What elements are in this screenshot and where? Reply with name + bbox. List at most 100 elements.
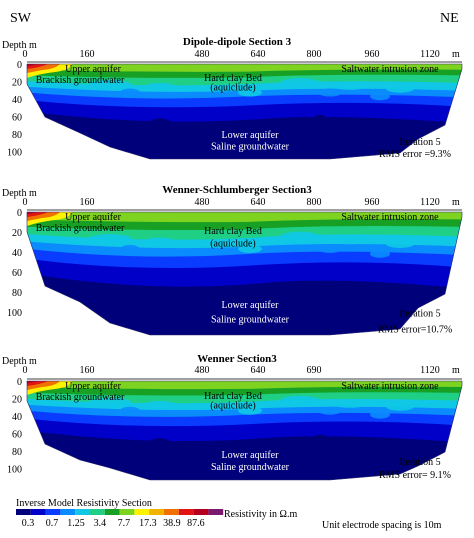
legend-swatch [164, 509, 179, 515]
y-tick-label: 20 [12, 78, 22, 89]
x-tick-label: 800 [307, 197, 322, 208]
legend-swatch [134, 509, 150, 515]
y-tick-label: 100 [7, 308, 22, 319]
legend-swatch [30, 509, 46, 515]
label-saline-groundwater: Saline groundwater [211, 315, 290, 326]
depth-axis-label: Depth m [2, 356, 37, 367]
legend-value: 3.4 [94, 518, 107, 529]
legend-swatch [104, 509, 120, 515]
label-aquiclude: (aquiclude) [210, 83, 256, 94]
legend-value: 87.6 [187, 518, 205, 529]
x-tick-label: 1120 [420, 365, 440, 376]
x-tick-label: 690 [307, 365, 322, 376]
y-tick-label: 100 [7, 465, 22, 476]
y-tick-label: 80 [12, 130, 22, 141]
iteration-label: Iteration 5 [399, 457, 440, 468]
rms-error-label: RMS error=10.7% [378, 325, 453, 336]
label-saline-groundwater: Saline groundwater [211, 142, 290, 153]
y-tick-label: 80 [12, 288, 22, 299]
label-hard-clay-bed: Hard clay Bed [204, 391, 262, 402]
y-tick-label: 20 [12, 395, 22, 406]
x-tick-label: 640 [251, 197, 266, 208]
legend-swatch [16, 509, 31, 515]
resistivity-model [27, 381, 462, 480]
x-tick-label: 1120 [420, 197, 440, 208]
y-tick-label: 0 [17, 377, 22, 388]
legend-value: 7.7 [118, 518, 131, 529]
legend-value: 38.9 [163, 518, 181, 529]
iteration-label: Iteration 5 [399, 137, 440, 148]
legend-swatch [178, 509, 194, 515]
legend-value: 0.7 [46, 518, 59, 529]
x-tick-label: 0 [23, 365, 28, 376]
legend-value: 0.3 [22, 518, 35, 529]
dipole-dipole-section: Dipole-dipole Section 3 Depth m m 0 160 480 64… [2, 36, 463, 160]
section-outline [26, 63, 463, 160]
label-brackish-groundwater: Brackish groundwater [36, 75, 125, 86]
label-upper-aquifer: Upper aquifer [65, 381, 121, 392]
x-tick-label: 0 [23, 49, 28, 60]
x-tick-label: 480 [195, 49, 210, 60]
legend-value: 1.25 [67, 518, 85, 529]
y-tick-label: 60 [12, 430, 22, 441]
orientation-ne-label: NE [440, 11, 459, 26]
x-tick-label: 1120 [420, 49, 440, 60]
label-hard-clay-bed: Hard clay Bed [204, 226, 262, 237]
rms-error-label: RMS error =9.3% [379, 149, 451, 160]
x-axis-unit: m [452, 49, 460, 60]
legend-swatch [119, 509, 135, 515]
x-tick-label: 640 [251, 365, 266, 376]
y-tick-label: 100 [7, 148, 22, 159]
label-saltwater-intrusion-zone: Saltwater intrusion zone [341, 212, 439, 223]
depth-axis-label: Depth m [2, 188, 37, 199]
x-tick-label: 480 [195, 365, 210, 376]
label-brackish-groundwater: Brackish groundwater [36, 392, 125, 403]
wenner-section: Wenner Section3 Depth m m 0 160 480 640 690 1120… [2, 353, 463, 481]
label-saline-groundwater: Saline groundwater [211, 462, 290, 473]
y-tick-label: 40 [12, 95, 22, 106]
legend-value: 17.3 [139, 518, 157, 529]
label-lower-aquifer: Lower aquifer [222, 450, 280, 461]
depth-axis-label: Depth m [2, 40, 37, 51]
x-tick-label: 0 [23, 197, 28, 208]
y-tick-label: 0 [17, 208, 22, 219]
y-tick-label: 40 [12, 412, 22, 423]
iteration-label: Iteration 5 [399, 309, 440, 320]
legend-swatch [90, 509, 105, 515]
y-tick-label: 60 [12, 113, 22, 124]
x-tick-label: 960 [365, 197, 380, 208]
legend-swatch [60, 509, 76, 515]
label-hard-clay-bed: Hard clay Bed [204, 73, 262, 84]
y-tick-label: 20 [12, 228, 22, 239]
y-tick-label: 80 [12, 447, 22, 458]
legend-title: Inverse Model Resistivity Section [16, 498, 152, 509]
section-title: Dipole-dipole Section 3 [183, 36, 292, 48]
x-tick-label: 160 [80, 49, 95, 60]
legend-swatch [208, 509, 224, 515]
legend-unit-label: Resistivity in Ω.m [224, 509, 297, 520]
resistivity-model [27, 212, 462, 335]
y-tick-label: 40 [12, 248, 22, 259]
rms-error-label: RMS error= 9.1% [379, 470, 451, 481]
resistivity-legend: Inverse Model Resistivity Section 0.3 0.7… [16, 498, 442, 531]
label-lower-aquifer: Lower aquifer [222, 300, 280, 311]
electrode-spacing-note: Unit electrode spacing is 10m [322, 520, 442, 531]
label-saltwater-intrusion-zone: Saltwater intrusion zone [341, 381, 439, 392]
label-upper-aquifer: Upper aquifer [65, 64, 121, 75]
legend-swatch [45, 509, 61, 515]
x-tick-label: 160 [80, 365, 95, 376]
orientation-sw-label: SW [10, 11, 32, 26]
x-tick-label: 480 [195, 197, 210, 208]
y-tick-label: 60 [12, 268, 22, 279]
x-axis-unit: m [452, 365, 460, 376]
label-brackish-groundwater: Brackish groundwater [36, 223, 125, 234]
x-tick-label: 800 [307, 49, 322, 60]
label-aquiclude: (aquiclude) [210, 238, 256, 249]
legend-swatch [193, 509, 209, 515]
y-tick-label: 0 [17, 60, 22, 71]
label-lower-aquifer: Lower aquifer [222, 130, 280, 141]
section-title: Wenner-Schlumberger Section3 [162, 184, 312, 196]
section-title: Wenner Section3 [197, 353, 277, 365]
x-axis-unit: m [452, 197, 460, 208]
wenner-schlumberger-section: Wenner-Schlumberger Section3 Depth m m 0 160… [2, 184, 463, 336]
